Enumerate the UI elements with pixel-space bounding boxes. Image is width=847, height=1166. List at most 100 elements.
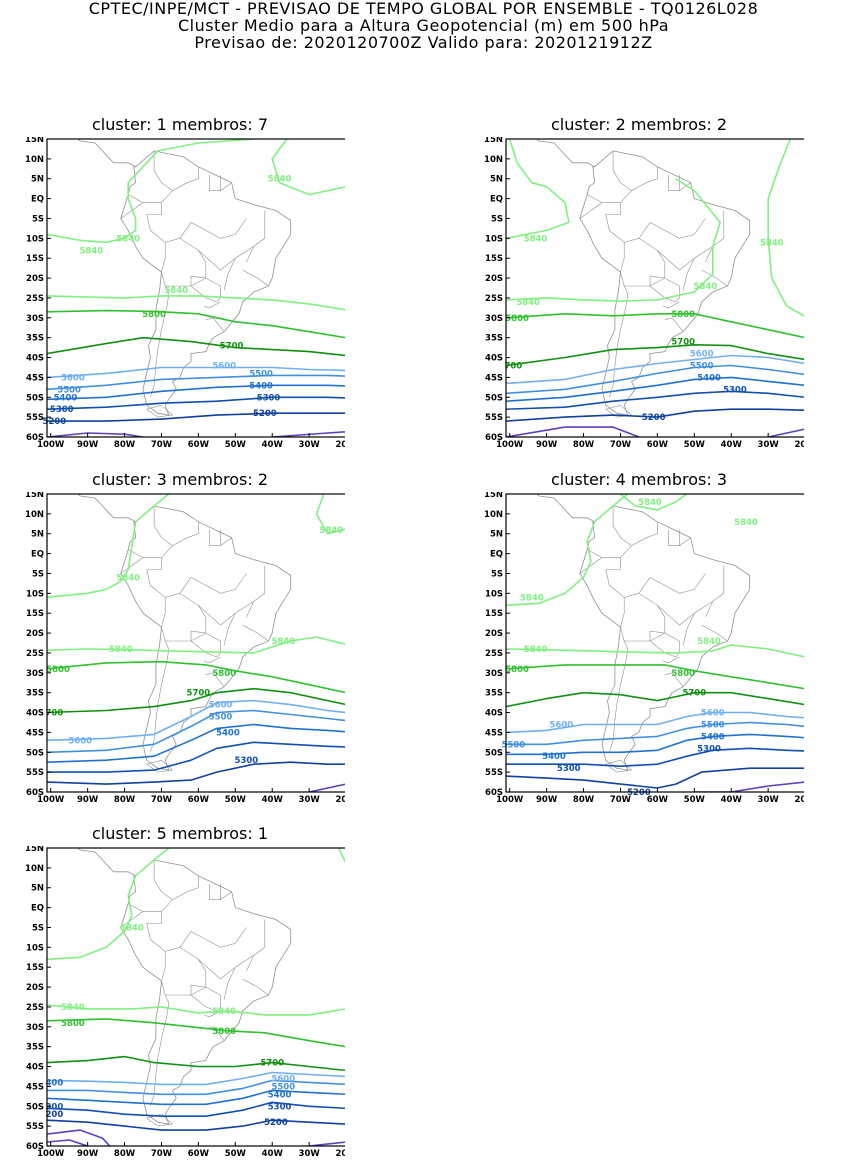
contour-label: 5840	[109, 645, 133, 655]
contour-label: 5500	[249, 369, 273, 379]
country-border	[605, 521, 658, 598]
contour-label: 5800	[212, 1027, 236, 1037]
country-border	[153, 505, 173, 546]
lon-tick-label: 70W	[151, 440, 173, 450]
lat-tick-label: 55S	[26, 768, 44, 778]
contour-label: 5600	[690, 350, 714, 360]
contour-5300	[47, 741, 345, 773]
panel-title: cluster: 5 membros: 1	[91, 824, 269, 843]
lat-tick-label: 45S	[26, 1082, 44, 1092]
coastline	[120, 859, 292, 1125]
lon-tick-label: 30W	[758, 795, 780, 805]
lat-tick-label: 20S	[26, 629, 44, 639]
lat-tick-label: 5N	[490, 530, 503, 540]
contour-label: 5840	[520, 593, 544, 603]
country-border	[220, 182, 232, 191]
country-border	[190, 277, 221, 303]
contour-5500	[47, 709, 345, 754]
contour-label: 700	[46, 709, 64, 719]
contour-5840	[506, 644, 804, 658]
country-border	[179, 218, 247, 239]
plot-frame	[505, 493, 804, 793]
lat-tick-label: 30S	[485, 314, 503, 324]
contour-5840	[47, 1004, 345, 1016]
contour-label: 5800	[212, 669, 236, 679]
country-border	[682, 246, 713, 291]
lat-tick-label: EQ	[31, 904, 44, 914]
contour-5400	[506, 376, 804, 402]
contour-label: 5800	[671, 669, 695, 679]
contour-5800	[506, 664, 804, 690]
contour-5500	[506, 721, 804, 746]
panel-title: cluster: 2 membros: 2	[550, 115, 728, 134]
lat-tick-label: 5S	[491, 214, 503, 224]
contour-label: 5200	[627, 788, 651, 798]
lon-tick-label: 70W	[610, 440, 632, 450]
country-border	[638, 573, 706, 594]
coastline-central-america	[77, 848, 136, 877]
lat-tick-label: 35S	[485, 689, 503, 699]
coastline-central-america	[536, 494, 595, 523]
contour-label: 5500	[209, 713, 233, 723]
lat-tick-label: 60S	[26, 1142, 44, 1152]
country-border	[609, 627, 629, 753]
contour-label: 5500	[57, 385, 81, 395]
lon-tick-label: 100W	[37, 795, 65, 805]
lat-tick-label: 45S	[26, 373, 44, 383]
lat-tick-label: 50S	[26, 1102, 44, 1112]
lon-tick-label: 90W	[536, 795, 558, 805]
contour-label: 5840	[524, 234, 548, 244]
contour-5840	[767, 139, 804, 317]
contour-label: 400	[46, 1078, 64, 1088]
lat-tick-label: 40S	[26, 709, 44, 719]
country-border	[190, 275, 206, 286]
country-border	[649, 632, 680, 658]
lon-tick-label: 30W	[299, 1149, 321, 1159]
contour-label: 5400	[701, 732, 725, 742]
lat-tick-label: 35S	[26, 334, 44, 344]
lat-tick-label: 20S	[26, 274, 44, 284]
contour-5100	[768, 428, 804, 437]
lat-tick-label: 5S	[32, 569, 44, 579]
lon-tick-label: 90W	[77, 795, 99, 805]
tierra-del-fuego	[605, 404, 633, 418]
coastline-central-america	[536, 139, 595, 168]
lat-tick-label: 30S	[26, 314, 44, 324]
contour-label: 200	[46, 1110, 64, 1120]
country-border	[664, 317, 684, 332]
country-border	[662, 656, 680, 664]
contour-label: 5840	[516, 298, 540, 308]
contour-5400	[47, 1089, 345, 1106]
lon-tick-label: 20W	[794, 795, 804, 805]
lat-tick-label: 25S	[26, 649, 44, 659]
lat-tick-label: 10S	[26, 234, 44, 244]
country-border	[579, 202, 621, 219]
lon-tick-label: 40W	[721, 440, 743, 450]
contour-5100	[309, 783, 345, 792]
lat-tick-label: 10N	[25, 864, 44, 874]
contour-label: 5700	[220, 342, 244, 352]
contour-label: 5200	[264, 1118, 288, 1128]
country-border	[198, 250, 236, 271]
lat-tick-label: 40S	[26, 354, 44, 364]
country-border	[612, 150, 632, 191]
country-border	[246, 565, 266, 618]
lat-tick-label: 30S	[485, 669, 503, 679]
country-border	[705, 565, 725, 618]
lat-tick-label: 10N	[484, 510, 503, 520]
country-border	[190, 984, 206, 995]
contour-5300	[506, 747, 804, 767]
lat-tick-label: 45S	[485, 373, 503, 383]
lon-tick-label: 40W	[262, 795, 284, 805]
country-border	[609, 272, 629, 398]
lon-tick-label: 50W	[225, 440, 247, 450]
lat-tick-label: 40S	[485, 709, 503, 719]
country-border	[209, 174, 221, 191]
lat-tick-label: 10N	[484, 155, 503, 165]
lat-tick-label: 50S	[26, 748, 44, 758]
lon-tick-label: 20W	[335, 795, 345, 805]
contour-5200	[506, 408, 804, 422]
lat-tick-label: 10S	[26, 589, 44, 599]
